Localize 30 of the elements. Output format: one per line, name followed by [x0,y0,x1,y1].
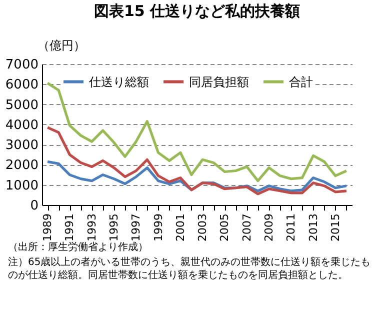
text: （出所：厚生労働省より作成） [8,241,149,254]
y-axis-title: （億円） [38,38,86,52]
x-tick-label: 2013 [306,214,320,242]
x-tick-label: 2003 [196,214,210,242]
x-tick-label: 1989 [41,214,54,242]
x-tick-label: 2011 [284,214,298,242]
legend-label: 合計 [289,74,313,89]
x-tick-label: 2001 [174,214,187,242]
y-tick-label: 3000 [5,138,38,154]
x-tick-label: 1997 [130,214,143,242]
x-tick-label: 2009 [262,214,276,242]
legend-label: 同居負担額 [189,74,249,89]
x-tick-label: 1993 [85,214,98,242]
x-tick-label: 2005 [218,214,232,242]
y-tick-label: 4000 [5,118,38,133]
text: 注）65歳以上の者がいる世帯のうち、親世代のみの世帯数に仕送り額を乗じたものが仕送り総額。同居世帯数に仕送り額を乗じたものを同居負担額とした。 [8,256,372,282]
x-tick-label: 1995 [107,214,120,242]
line-series [46,126,348,196]
legend-label: 仕送り総額 [88,74,149,89]
x-tick-label: 2007 [240,214,254,242]
y-tick-label: 6000 [5,78,38,93]
y-tick-label: 5000 [5,98,38,113]
y-tick-label: 1000 [5,178,38,194]
x-tick-label: 2015 [328,214,342,242]
y-tick-label: 2000 [5,158,38,174]
y-tick-label: 0 [30,198,38,214]
chart-title: 図表15 仕送りなど私的扶養額 [94,2,300,20]
x-tick-label: 1991 [63,214,76,242]
y-tick-label: 7000 [5,58,38,72]
x-tick-label: 1999 [152,214,165,242]
